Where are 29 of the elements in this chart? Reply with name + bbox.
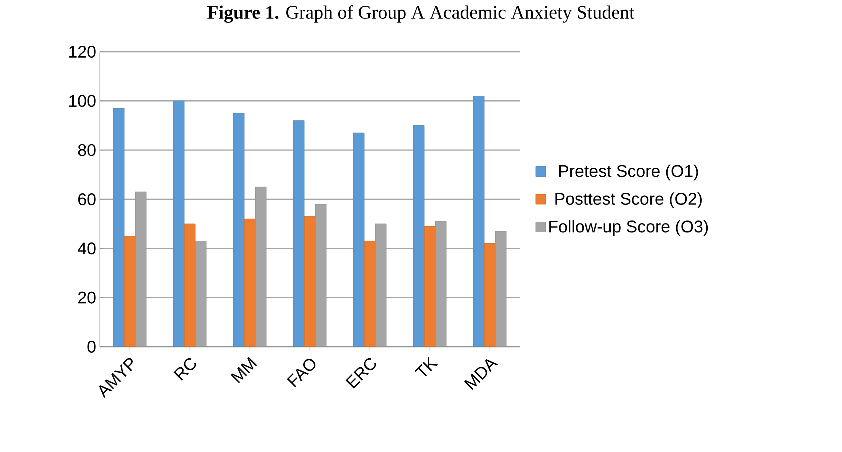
bar xyxy=(413,126,425,347)
y-tick-label: 80 xyxy=(78,144,96,156)
y-tick-label: 120 xyxy=(70,46,96,58)
bar xyxy=(113,108,125,347)
legend-label: Posttest Score (O2) xyxy=(556,192,702,208)
bar xyxy=(173,100,185,347)
bar xyxy=(233,113,245,347)
bar xyxy=(424,226,436,347)
bar xyxy=(473,96,485,347)
y-tick-label: 60 xyxy=(78,193,96,206)
bar xyxy=(353,132,365,347)
bar xyxy=(293,120,305,347)
x-tick-label: TK xyxy=(414,356,438,377)
x-tick-label: MM xyxy=(231,357,258,384)
bar xyxy=(184,224,196,347)
y-tick-label: 20 xyxy=(78,292,96,304)
bar xyxy=(304,216,316,347)
legend-label: Pretest Score (O1) xyxy=(559,164,698,181)
x-tick-label: FAO xyxy=(287,358,316,388)
y-tick-label: 40 xyxy=(78,242,96,255)
y-tick-label: 0 xyxy=(88,340,96,353)
legend-label: Follow-up Score (O3) xyxy=(550,220,708,236)
bar xyxy=(484,244,496,347)
bar xyxy=(364,241,376,347)
bar xyxy=(124,236,136,347)
bar xyxy=(244,218,256,347)
chart-title: Figure 1. Graph of Group A Academic Anxiety Student xyxy=(208,6,635,24)
y-tick-label: 100 xyxy=(70,95,96,108)
x-tick-label: RC xyxy=(174,358,196,381)
